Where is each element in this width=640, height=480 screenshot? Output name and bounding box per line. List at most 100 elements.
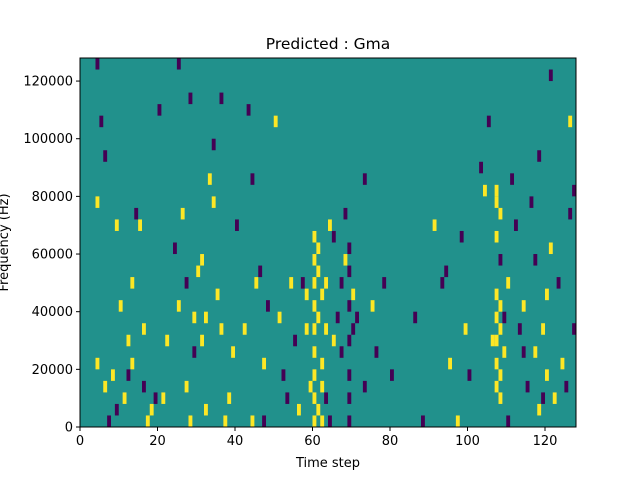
heatmap-cell-high xyxy=(204,403,208,416)
heatmap-cell-low xyxy=(331,230,336,243)
heatmap-cell-high xyxy=(95,196,100,208)
heatmap-cell-low xyxy=(246,104,251,116)
heatmap-cell-low xyxy=(541,392,546,404)
heatmap-cell-high xyxy=(138,219,143,231)
heatmap-cell-low xyxy=(556,277,561,289)
heatmap-cell-low xyxy=(281,369,286,381)
heatmap-cell-low xyxy=(173,242,177,255)
heatmap-cell-low xyxy=(390,369,394,381)
heatmap-cell-high xyxy=(215,288,220,301)
heatmap-cell-high xyxy=(211,196,216,208)
heatmap-cell-high xyxy=(196,265,201,278)
heatmap-cell-low xyxy=(459,230,464,243)
plot-background xyxy=(80,58,576,427)
heatmap-cell-high xyxy=(130,357,135,370)
x-tick-label: 0 xyxy=(76,434,84,449)
heatmap-cell-low xyxy=(328,415,332,427)
heatmap-cell-low xyxy=(347,334,352,347)
heatmap-cell-low xyxy=(498,254,503,266)
heatmap-cell-high xyxy=(312,392,317,404)
heatmap-cell-high xyxy=(289,277,294,289)
heatmap-cell-high xyxy=(142,323,146,335)
heatmap-cell-low xyxy=(568,207,573,220)
heatmap-cell-high xyxy=(126,334,131,347)
heatmap-cell-low xyxy=(467,369,472,381)
heatmap-cell-low xyxy=(103,150,108,162)
heatmap-cell-high xyxy=(176,300,181,312)
heatmap-cell-high xyxy=(552,392,557,404)
heatmap-cell-low xyxy=(533,254,538,266)
heatmap-cell-low xyxy=(537,150,542,162)
heatmap-cell-low xyxy=(355,311,360,324)
heatmap-cell-high xyxy=(192,311,197,324)
heatmap-cell-low xyxy=(502,311,507,324)
x-tick-label: 20 xyxy=(149,434,166,449)
y-tick-label: 40000 xyxy=(32,305,73,320)
heatmap-cell-high xyxy=(312,254,317,266)
heatmap-cell-high xyxy=(200,334,205,347)
heatmap-cell-high xyxy=(219,323,224,335)
y-tick-label: 20000 xyxy=(32,363,73,378)
heatmap-cell-low xyxy=(444,265,449,278)
heatmap-cell-high xyxy=(316,242,321,255)
heatmap-cell-high xyxy=(207,173,212,185)
heatmap-cell-high xyxy=(494,184,499,197)
heatmap-cell-high xyxy=(494,380,499,393)
heatmap-cell-high xyxy=(316,265,321,278)
heatmap-cell-high xyxy=(184,380,189,393)
heatmap-cell-low xyxy=(266,300,270,312)
heatmap-cell-high xyxy=(432,219,437,231)
heatmap-cell-high xyxy=(111,369,115,381)
heatmap-cell-high xyxy=(130,277,135,289)
y-tick-label: 100000 xyxy=(23,132,73,147)
heatmap-cell-low xyxy=(362,380,367,393)
heatmap-cell-high xyxy=(149,403,154,416)
heatmap-cell-high xyxy=(95,357,100,370)
heatmap-cell-high xyxy=(231,346,236,358)
heatmap-cell-high xyxy=(316,403,321,416)
heatmap-cell-high xyxy=(324,277,329,289)
heatmap-cell-low xyxy=(219,92,224,105)
heatmap-cell-low xyxy=(510,173,515,185)
heatmap-cell-high xyxy=(304,288,309,301)
heatmap-cell-low xyxy=(347,392,352,404)
heatmap-cell-high xyxy=(498,300,503,312)
heatmap-cell-low xyxy=(235,219,239,231)
heatmap-cell-high xyxy=(502,346,507,358)
x-tick-label: 80 xyxy=(382,434,399,449)
heatmap-cell-high xyxy=(312,415,317,427)
heatmap-cell-high xyxy=(277,311,282,324)
heatmap-cell-low xyxy=(347,242,352,255)
heatmap-cell-high xyxy=(254,277,259,289)
heatmap-cell-low xyxy=(126,369,131,381)
x-tick-label: 40 xyxy=(227,434,244,449)
heatmap-cell-high xyxy=(188,415,193,427)
heatmap-cell-low xyxy=(525,380,530,393)
heatmap-cell-high xyxy=(331,334,336,347)
heatmap-cell-high xyxy=(494,230,499,243)
heatmap-cell-high xyxy=(180,207,185,220)
heatmap-cell-high xyxy=(242,323,247,335)
heatmap-cell-high xyxy=(568,115,573,128)
heatmap-cell-low xyxy=(188,92,193,105)
heatmap-cell-high xyxy=(533,346,538,358)
heatmap-cell-high xyxy=(250,415,255,427)
heatmap-cell-low xyxy=(339,346,344,358)
heatmap-cell-low xyxy=(421,415,425,427)
heatmap-cell-high xyxy=(273,115,278,128)
heatmap-cell-low xyxy=(335,311,340,324)
heatmap-cell-high xyxy=(200,254,205,266)
heatmap-cell-low xyxy=(347,369,352,381)
heatmap-cell-high xyxy=(328,219,332,231)
heatmap-cell-high xyxy=(463,323,468,335)
y-tick-label: 60000 xyxy=(32,248,73,263)
heatmap-cell-high xyxy=(498,369,503,381)
plot-area xyxy=(79,57,577,428)
heatmap-cell-low xyxy=(134,207,139,220)
heatmap-cell-low xyxy=(514,219,518,231)
y-tick-label: 0 xyxy=(65,421,73,436)
heatmap-cell-low xyxy=(107,415,112,427)
heatmap-cell-high xyxy=(223,415,228,427)
heatmap-cell-low xyxy=(347,415,352,427)
heatmap-cell-high xyxy=(560,357,565,370)
